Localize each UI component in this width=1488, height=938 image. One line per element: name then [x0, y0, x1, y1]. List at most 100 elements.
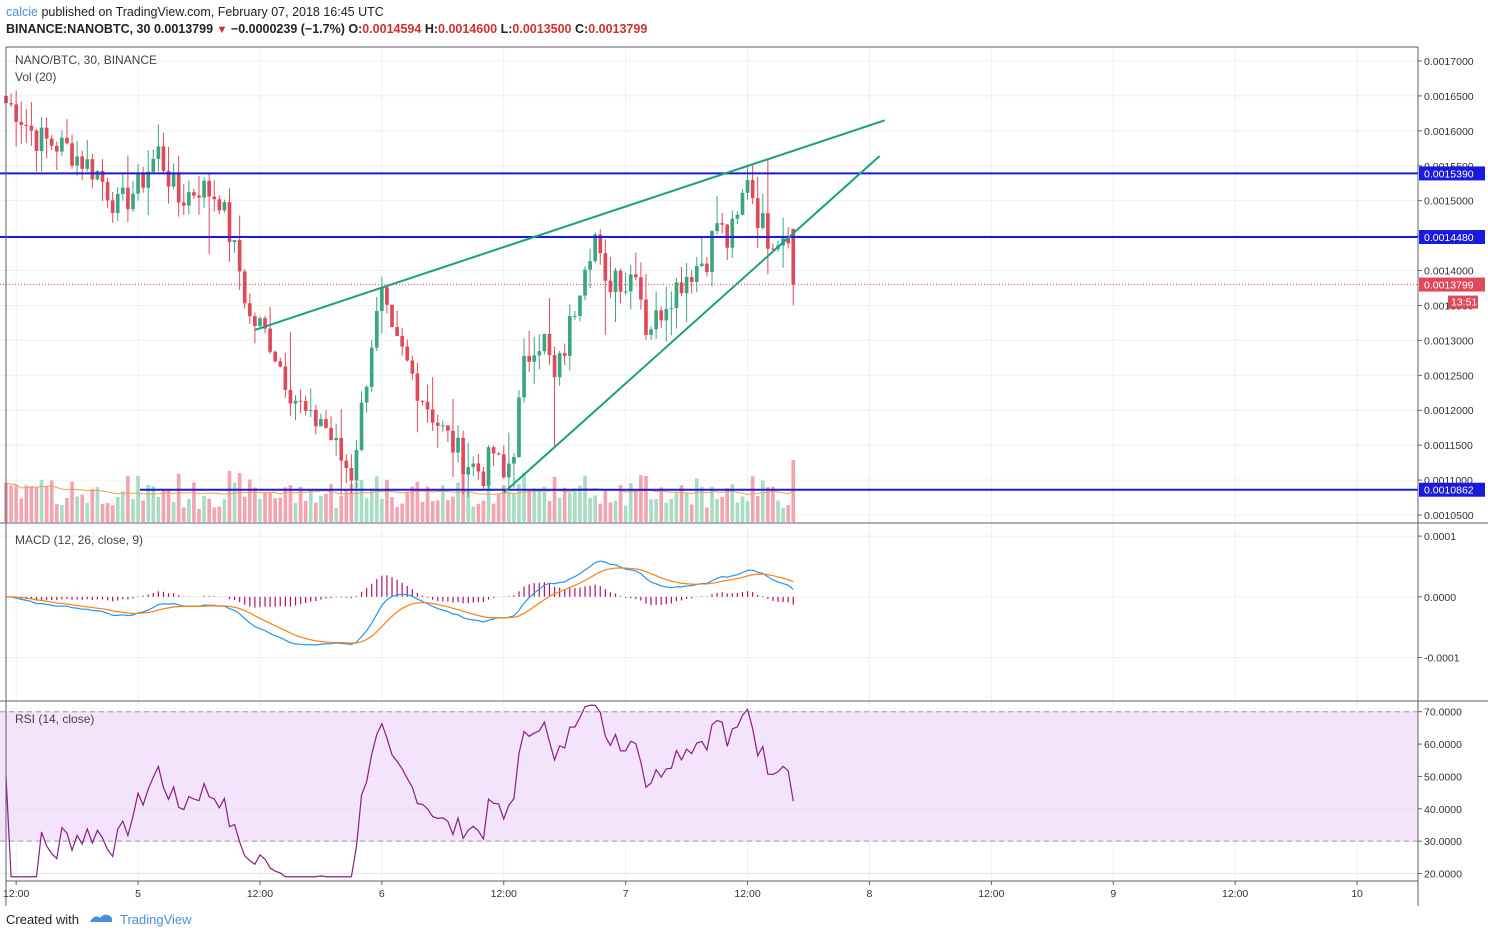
last-price: 0.0013799 — [153, 22, 214, 36]
time-tick-label: 7 — [623, 888, 629, 900]
candle-body — [369, 347, 374, 387]
chart-canvas[interactable]: 0.00170000.00165000.00160000.00155000.00… — [0, 40, 1488, 910]
tradingview-link[interactable]: TradingView — [120, 912, 192, 927]
candle-body — [491, 447, 496, 454]
candle-body — [54, 145, 59, 152]
level-price-tag-label: 0.0015390 — [1424, 168, 1474, 180]
publish-line: calcie published on TradingView.com, Feb… — [6, 5, 384, 19]
volume-pane-label: Vol (20) — [15, 70, 57, 84]
volume-bar — [689, 504, 694, 522]
volume-bar — [679, 485, 684, 522]
volume-bar — [705, 507, 709, 522]
candle-body — [562, 353, 567, 356]
volume-bar — [29, 486, 34, 522]
time-tick-label: 6 — [379, 888, 385, 900]
volume-bar — [755, 495, 760, 522]
candle-body — [415, 373, 420, 401]
volume-bar — [760, 480, 765, 522]
volume-bar — [329, 484, 333, 522]
volume-bar — [49, 480, 54, 522]
rsi-tick-label: 30.0000 — [1424, 836, 1462, 848]
candle-body — [730, 218, 735, 248]
candle-body — [603, 253, 608, 281]
candle-body — [192, 192, 196, 196]
candle-body — [425, 401, 430, 410]
volume-bar — [166, 490, 171, 522]
level-price-tag — [1419, 482, 1485, 497]
volume-bar — [618, 484, 623, 522]
candle-body — [512, 456, 516, 464]
volume-bar — [395, 506, 399, 522]
candle-body — [364, 386, 369, 403]
author-link[interactable]: calcie — [6, 5, 38, 19]
volume-bar — [649, 499, 653, 522]
volume-bar — [766, 487, 770, 522]
candle-body — [547, 333, 552, 356]
volume-bar — [659, 487, 664, 522]
rsi-tick-label: 20.0000 — [1424, 869, 1462, 881]
volume-bar — [293, 502, 298, 522]
candle-body — [390, 304, 394, 327]
volume-bar — [588, 497, 592, 522]
volume-bar — [217, 506, 222, 522]
volume-ma-line — [5, 482, 794, 496]
volume-bar — [664, 502, 669, 522]
volume-bar — [24, 485, 29, 522]
volume-bar — [339, 495, 344, 522]
volume-bar — [283, 487, 288, 522]
volume-bar — [14, 485, 18, 522]
volume-bar — [435, 500, 440, 522]
candle-body — [354, 449, 359, 481]
candle-body — [410, 360, 415, 374]
candle-body — [65, 137, 69, 144]
close-value: 0.0013799 — [588, 22, 648, 36]
candle-body — [400, 336, 405, 347]
rsi-tick-label: 40.0000 — [1424, 804, 1462, 816]
candle-body — [567, 316, 572, 356]
volume-bar — [430, 500, 435, 522]
volume-bar — [639, 475, 643, 522]
volume-bar — [501, 485, 506, 522]
volume-bar — [410, 486, 415, 522]
candle-body — [19, 121, 24, 125]
volume-bar — [593, 495, 598, 522]
candle-body — [34, 130, 39, 152]
candle-body — [451, 430, 455, 453]
candle-body — [527, 355, 531, 362]
volume-bar — [369, 488, 374, 522]
volume-bar — [105, 502, 110, 522]
close-label: C: — [575, 22, 589, 36]
level-price-tag — [1419, 166, 1485, 181]
volume-bar — [542, 486, 547, 522]
candle-body — [639, 277, 643, 300]
candle-body — [146, 171, 151, 188]
candle-body — [100, 170, 105, 182]
candle-body — [303, 401, 308, 411]
volume-bar — [181, 507, 186, 522]
volume-bar — [710, 486, 714, 522]
candle-body — [496, 453, 501, 455]
volume-bar — [608, 502, 613, 522]
volume-bar — [253, 487, 257, 522]
candle-body — [258, 318, 262, 327]
volume-bar — [212, 507, 217, 522]
volume-bar — [197, 508, 201, 522]
volume-bar — [476, 503, 481, 522]
created-with-text: Created with — [6, 912, 79, 927]
symbol-label: BINANCE:NANOBTC, 30 — [6, 22, 151, 36]
candle-body — [669, 308, 674, 310]
volume-bar — [385, 479, 389, 522]
volume-bar — [303, 500, 308, 522]
time-tick-label: 12:00 — [1222, 888, 1248, 900]
volume-bar — [120, 491, 125, 522]
candle-body — [456, 437, 460, 453]
candle-body — [253, 316, 257, 327]
volume-bar — [507, 491, 511, 522]
candle-body — [171, 173, 176, 187]
candle-body — [85, 159, 90, 169]
volume-bar — [75, 496, 79, 522]
candle-body — [507, 463, 511, 478]
candle-body — [573, 315, 577, 317]
candle-body — [461, 437, 465, 475]
volume-bar — [405, 491, 410, 522]
